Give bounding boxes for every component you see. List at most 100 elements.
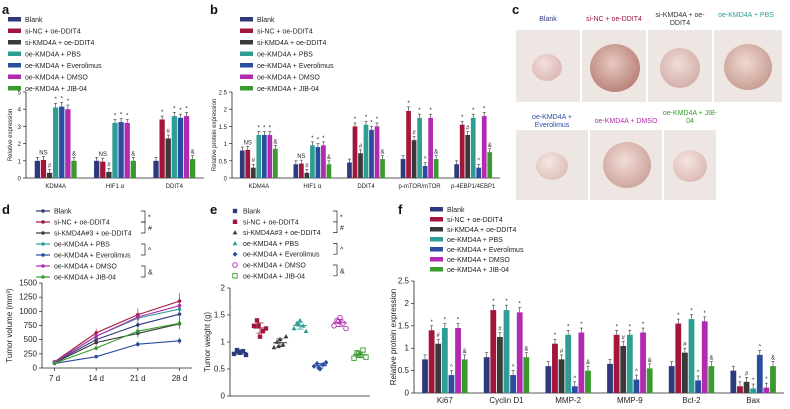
x-tick-label: KDM4A <box>45 184 66 190</box>
data-point-si-kmd4a-3-oe-ddit4 <box>276 343 281 349</box>
legend-bracket-mark: # <box>148 226 152 233</box>
significance-mark: * <box>354 117 357 123</box>
significance-mark: * <box>554 333 557 339</box>
tumor-image <box>536 152 568 180</box>
bar-mmp-9-oe-kmd4a-everolimus <box>633 379 640 393</box>
chart-b: Blank si-NC + oe-DDIT4 si-KMD4A + oe-DDIT4… <box>212 17 500 190</box>
significance-mark: NS <box>297 154 305 160</box>
significance-mark: ^ <box>477 158 480 164</box>
bar-p-mtor-mtor-oe-kmd4a-jib-04 <box>433 159 439 178</box>
legend-label: oe-KMD4A + PBS <box>257 52 313 59</box>
data-point-oe-kmd4a-pbs <box>303 328 309 333</box>
significance-mark: * <box>519 302 522 308</box>
data-point-oe-kmd4a-jib-04 <box>52 361 57 365</box>
x-tick-label: Bax <box>746 396 760 405</box>
significance-mark: * <box>269 126 272 132</box>
significance-mark: * <box>263 126 266 132</box>
legend-label: oe-KMD4A + Everolimus <box>243 252 320 259</box>
data-point-oe-kmd4a-everolimus <box>311 363 317 369</box>
significance-mark: * <box>114 114 117 120</box>
significance-mark: NS <box>99 152 107 158</box>
tumor-photo-oe-jib04 <box>664 130 716 200</box>
series-line-oe-kmd4a-everolimus <box>54 340 180 365</box>
x-tick-label: HIF1 α <box>303 184 322 190</box>
bar-cyclin-d1-oe-kmd4a-pbs <box>503 310 510 393</box>
photo-label-oe-jib04: oe-KMD4A + JIB-04 <box>662 110 718 125</box>
bar-kdm4a-oe-kmd4a-jib-04 <box>272 148 278 178</box>
x-tick-label: p-mTOR/mTOR <box>399 184 442 190</box>
legend-swatch <box>240 51 253 56</box>
y-tick-label: 1.5 <box>398 321 410 330</box>
chart-d: Blank si-NC + oe-DDIT4 si-KMD4A#3 + oe-DDI… <box>5 209 192 383</box>
significance-mark: * <box>461 115 464 121</box>
legend-label: si-NC + oe-DDIT4 <box>25 29 81 36</box>
bar-bax-blank <box>730 370 737 393</box>
bar-hif1-si-kmd4a-oe-ddit4 <box>106 171 112 178</box>
bar-kdm4a-blank <box>34 160 41 178</box>
bar-bcl-2-oe-kmd4a-pbs <box>688 319 695 393</box>
significance-mark: & <box>488 143 492 149</box>
bar-bax-si-nc-oe-ddit4 <box>737 386 743 393</box>
legend-label: si-KMD4A + oe-DDIT4 <box>447 227 517 234</box>
bar-bcl-2-oe-kmd4a-dmso <box>701 321 708 393</box>
significance-mark: NS <box>39 151 47 157</box>
panel-label-e: e <box>210 202 217 217</box>
bar-bcl-2-oe-kmd4a-everolimus <box>695 380 702 393</box>
chart-e: Blank si-NC + oe-DDIT4 si-KMD4A#3 + oe-DDI… <box>203 209 370 401</box>
significance-mark: * <box>483 106 486 112</box>
bar-mmp-9-oe-kmd4a-pbs <box>626 334 633 393</box>
y-tick-label: 5 <box>18 91 22 97</box>
data-point-si-kmd4a-3-oe-ddit4 <box>283 334 289 339</box>
bar-mmp-9-oe-kmd4a-jib-04 <box>646 368 653 393</box>
data-point-oe-kmd4a-everolimus <box>177 339 182 343</box>
bar-p-4ebp1-4ebp1-oe-kmd4a-pbs <box>470 117 476 178</box>
bar-hif1-blank <box>293 164 299 178</box>
bar-p-4ebp1-4ebp1-si-kmd4a-oe-ddit4 <box>465 135 471 178</box>
data-point-si-nc-oe-ddit4 <box>256 323 261 328</box>
legend-swatch <box>240 40 253 45</box>
bar-p-4ebp1-4ebp1-oe-kmd4a-jib-04 <box>487 152 493 178</box>
legend-bracket <box>333 221 338 233</box>
bar-hif1-blank <box>94 160 100 178</box>
series-line-si-kmd4a-3-oe-ddit4 <box>54 323 180 364</box>
tumor-photo-oe-pbs <box>714 30 782 102</box>
significance-mark: * <box>677 313 680 319</box>
series-line-si-nc-oe-ddit4 <box>54 300 180 363</box>
significance-mark: # <box>560 349 564 355</box>
photo-label-oe-dmso: oe-KMD4A + DMSO <box>594 118 658 125</box>
y-tick-label: 1 <box>18 159 22 165</box>
legend-label: si-NC + oe-DDIT4 <box>243 219 299 226</box>
significance-mark: # <box>305 163 309 169</box>
significance-mark: # <box>683 342 687 348</box>
significance-mark: * <box>418 108 421 114</box>
bar-p-mtor-mtor-si-nc-oe-ddit4 <box>406 110 411 178</box>
legend-bracket <box>333 243 338 255</box>
legend-label: oe-KMD4A + PBS <box>25 52 81 59</box>
significance-mark: # <box>437 333 441 339</box>
x-tick-label: Bcl-2 <box>682 396 701 405</box>
legend-bracket-mark: & <box>148 270 153 277</box>
bar-ki67-oe-kmd4a-jib-04 <box>461 359 468 393</box>
data-point-blank <box>243 352 249 358</box>
panel-label-d: d <box>2 202 10 217</box>
data-point-oe-kmd4a-pbs <box>297 317 303 323</box>
bar-ki67-oe-kmd4a-dmso <box>455 328 461 393</box>
data-point-oe-kmd4a-dmso <box>136 315 140 319</box>
bar-bcl-2-si-kmd4a-oe-ddit4 <box>681 352 688 393</box>
y-tick-label: 2 <box>405 299 410 308</box>
data-point-blank <box>136 323 140 327</box>
legend-label: oe-KMD4A + JIB-04 <box>54 275 116 282</box>
data-point-si-kmd4a-3-oe-ddit4 <box>271 344 277 350</box>
bar-mmp-2-oe-kmd4a-dmso <box>578 332 585 393</box>
significance-mark: * <box>185 106 188 112</box>
bar-cyclin-d1-oe-kmd4a-everolimus <box>510 375 517 393</box>
y-tick-label: 0.5 <box>219 159 228 165</box>
legend-marker <box>41 209 45 213</box>
significance-mark: # <box>167 129 171 135</box>
x-tick-label: 21 d <box>130 374 146 383</box>
significance-mark: * <box>54 97 57 103</box>
significance-mark: NS <box>244 140 252 146</box>
significance-mark: # <box>107 163 111 169</box>
legend-swatch <box>240 74 253 79</box>
y-tick-label: 1250 <box>19 293 37 302</box>
